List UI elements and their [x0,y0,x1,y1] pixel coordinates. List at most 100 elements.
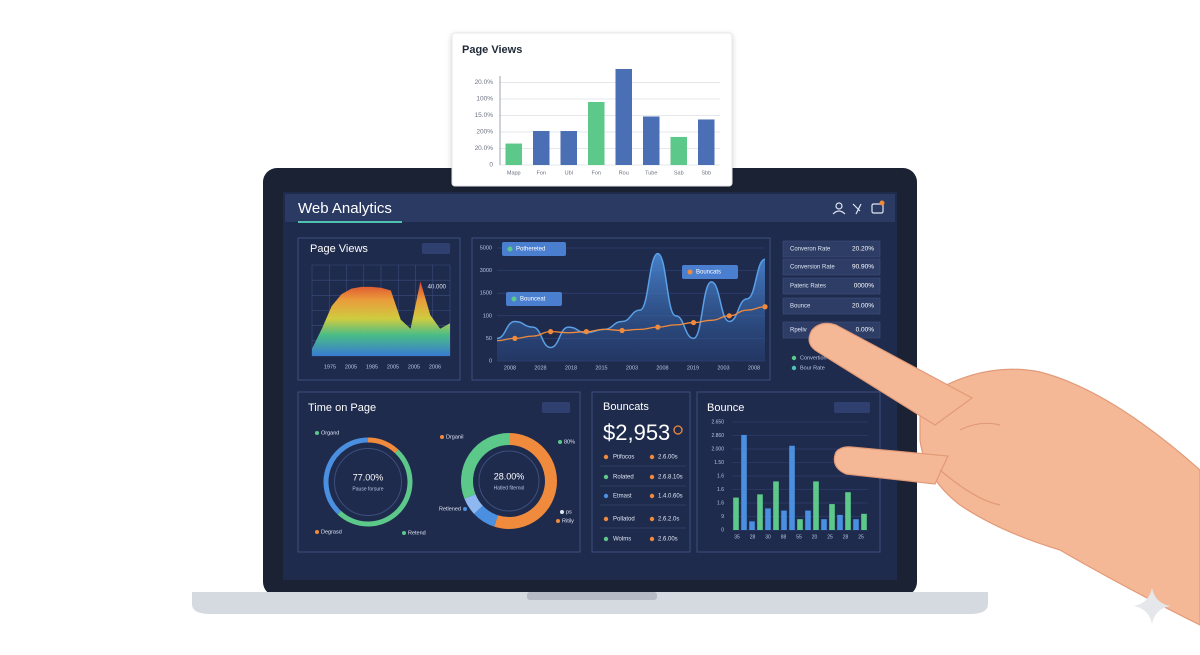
metric-value: 90.90% [852,264,874,271]
point [583,329,589,335]
donut-center-value: 77.00% [353,472,384,482]
label-dot [463,507,467,511]
tooltip [506,292,562,306]
row-dot [649,454,655,460]
y-tick-label: 1.6 [717,473,724,479]
row-label: Rolated [613,475,634,481]
dropdown[interactable] [422,243,450,254]
metric-label: Pateric Rates [790,284,826,290]
panel-title: Page Views [310,243,368,255]
row-value: 2.6.8.10s [658,475,683,481]
x-tick-label: 2003 [626,365,638,371]
bar [615,68,632,165]
row-label: Etmast [613,494,632,500]
tooltip-label: Bounceat [520,297,546,303]
header-title: Web Analytics [298,200,392,217]
value-icon [673,425,683,435]
dropdown[interactable] [542,402,570,413]
row-label: Ptifocos [613,455,634,461]
row-value: 1.4.0.60s [658,494,683,500]
x-tick-label: Tube [645,170,657,176]
donut-label: Retlened [439,506,461,512]
donut-segment [323,437,369,515]
bar [837,514,843,530]
bar [853,519,859,530]
x-tick-label: 2008 [656,365,668,371]
donut-segment [494,433,557,529]
y-tick-label: 5000 [480,245,492,251]
popup-title: Page Views [462,44,522,56]
line [496,252,766,349]
legend-label: Convertion [800,355,827,361]
metric-label: Bounce [790,304,811,310]
y-tick-label: 1.50 [714,460,724,466]
x-tick-label: Rou [619,170,629,176]
x-tick-label: Fon [537,170,546,176]
tooltip [502,242,566,256]
y-tick-label: 2.650 [711,419,724,425]
x-tick-label: Sbb [701,170,711,176]
thumb [833,446,949,485]
donut-label: Ritily [562,518,574,524]
donut-center-label: Pause forsure [352,486,383,492]
dropdown[interactable] [834,402,870,413]
x-tick-label: 2008 [748,365,760,371]
hand [808,322,1200,626]
x-tick-label: 2006 [429,364,441,370]
point [619,327,625,334]
row-dot [603,454,609,460]
x-tick-label: 30 [765,534,771,540]
metric-value: 0000% [854,283,874,290]
y-tick-label: 3000 [480,268,492,274]
bar [643,116,660,165]
bar [773,481,779,530]
x-tick-label: 28 [843,534,849,540]
bar [781,510,787,530]
notify-icon[interactable] [871,203,884,214]
donut-label: Drganil [446,434,463,440]
bar [845,492,851,530]
x-tick-label: Mapp [507,170,521,176]
x-tick-label: Ubl [565,170,573,176]
y-tick-label: 1.6 [717,500,724,506]
legend-dot [791,355,797,361]
y-tick-label: 20.0% [475,79,494,86]
y-tick-label: 50 [486,336,492,342]
laptop-base [192,592,988,614]
panel-title: Time on Page [308,402,376,414]
row-dot [603,516,609,522]
donut-label: Degrasd [321,529,342,535]
dropdowns [422,243,870,413]
row-value: 2.6.2.0s [658,517,679,523]
point [512,335,518,341]
label-dot [558,440,562,444]
bar [861,513,867,530]
panel-page-views [297,237,461,381]
label-dot [440,435,444,439]
bar [533,131,550,165]
palm [919,368,1200,626]
settings-icon[interactable] [852,203,862,215]
bar [505,143,522,165]
panel-traffic [471,237,771,381]
label-dot [402,531,406,535]
legend-dot [791,365,797,371]
metric-value: 0.00% [856,327,875,334]
point [548,329,554,335]
point [690,319,697,326]
user-icon[interactable] [835,202,843,210]
tooltip [682,265,738,279]
bar [805,510,811,530]
row-dot [603,474,609,480]
row-value: 2.6.00s [658,455,678,461]
label-dot [556,519,560,523]
donut-label: Organd [321,430,339,436]
line [496,306,766,342]
donut-segment [464,494,483,514]
bar [698,119,715,165]
x-tick-label: 1985 [366,364,378,370]
popup-card: Page Views 0 20.0% 200% 15.0% 100% 20.0% Mapp F… [451,32,733,187]
metric-value: 20.20% [852,246,874,253]
x-tick-label: 2008 [504,365,516,371]
